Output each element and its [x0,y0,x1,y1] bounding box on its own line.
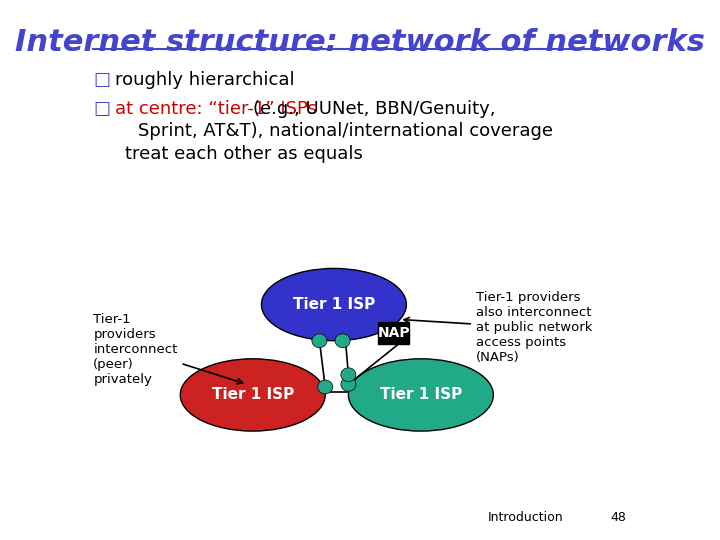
Text: (e.g., UUNet, BBN/Genuity,: (e.g., UUNet, BBN/Genuity, [115,100,496,118]
Text: at centre: “tier-1” ISPs: at centre: “tier-1” ISPs [115,100,318,118]
Circle shape [335,334,350,348]
Text: Tier-1
providers
interconnect
(peer)
privately: Tier-1 providers interconnect (peer) pri… [94,313,243,386]
Text: □: □ [94,71,110,89]
Text: Sprint, AT&T), national/international coverage: Sprint, AT&T), national/international co… [115,122,554,140]
FancyBboxPatch shape [378,322,409,344]
Text: treat each other as equals: treat each other as equals [125,145,363,163]
Text: Tier 1 ISP: Tier 1 ISP [293,297,375,312]
Circle shape [341,377,356,391]
Text: Tier-1 providers
also interconnect
at public network
access points
(NAPs): Tier-1 providers also interconnect at pu… [404,291,593,364]
Text: □: □ [94,100,110,118]
Text: NAP: NAP [377,326,410,340]
Text: roughly hierarchical: roughly hierarchical [115,71,295,89]
Text: Introduction: Introduction [487,511,563,524]
Text: 48: 48 [611,511,626,524]
Text: Tier 1 ISP: Tier 1 ISP [212,387,294,402]
Circle shape [312,334,327,348]
Ellipse shape [180,359,325,431]
Circle shape [318,380,333,394]
Text: Internet structure: network of networks: Internet structure: network of networks [15,28,705,57]
Text: Tier 1 ISP: Tier 1 ISP [379,387,462,402]
Ellipse shape [261,268,406,341]
Circle shape [341,368,356,382]
Ellipse shape [348,359,493,431]
